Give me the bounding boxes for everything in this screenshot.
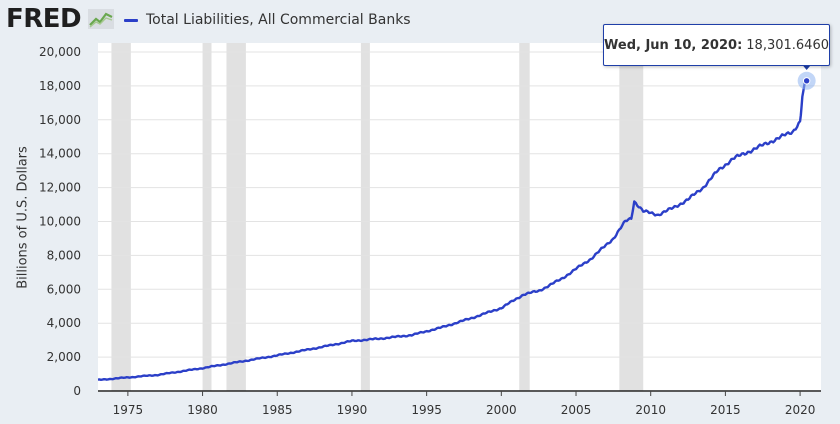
y-tick-label: 12,000: [39, 181, 81, 195]
x-tick-label: 1985: [262, 403, 293, 417]
x-tick-label: 2015: [710, 403, 741, 417]
y-tick-label: 16,000: [39, 113, 81, 127]
recession-band: [360, 43, 370, 391]
tooltip-date: Wed, Jun 10, 2020:: [604, 37, 743, 53]
recession-band: [519, 43, 530, 391]
x-tick-label: 2000: [486, 403, 517, 417]
legend-series-label: Total Liabilities, All Commercial Banks: [146, 12, 411, 28]
tooltip-value: 18,301.6460: [746, 37, 829, 53]
y-tick-label: 0: [73, 384, 81, 398]
grid-lines: [98, 51, 821, 358]
y-tick-label: 2,000: [47, 350, 81, 364]
x-tick-label: 1975: [113, 403, 144, 417]
data-tooltip: Wed, Jun 10, 2020: 18,301.6460: [603, 24, 830, 66]
y-tick-label: 14,000: [39, 147, 81, 161]
legend-swatch: [124, 18, 138, 22]
x-tick-label: 2020: [785, 403, 816, 417]
y-tick-label: 4,000: [47, 316, 81, 330]
plot-area[interactable]: [98, 43, 821, 392]
axes: 0 2,000 4,000 6,000 8,000 10,000 12,000 14,000 1…: [39, 45, 821, 417]
x-tick-label: 1995: [411, 403, 442, 417]
y-axis-label: Billions of U.S. Dollars: [15, 146, 31, 289]
fred-logo[interactable]: FRED: [6, 4, 82, 34]
recession-band: [111, 43, 131, 391]
y-tick-label: 20,000: [39, 45, 81, 59]
chart-legend[interactable]: Total Liabilities, All Commercial Banks: [124, 10, 411, 30]
x-tick-label: 2010: [635, 403, 666, 417]
recession-bands: [111, 43, 644, 391]
x-tick-label: 2005: [561, 403, 592, 417]
y-tick-label: 6,000: [47, 282, 81, 296]
chart-header: FRED Total Liabilities, All Commercial B…: [0, 0, 840, 38]
recession-band: [202, 43, 212, 391]
x-tick-label: 1980: [187, 403, 218, 417]
highlight-point[interactable]: [802, 77, 811, 85]
highlight-layer: [797, 64, 816, 90]
y-tick-label: 8,000: [47, 248, 81, 262]
y-tick-label: 18,000: [39, 79, 81, 93]
fred-chart-logo-icon: [88, 9, 114, 29]
recession-band: [226, 43, 246, 391]
series-line[interactable]: [97, 80, 808, 381]
x-tick-label: 1990: [337, 403, 368, 417]
y-tick-label: 10,000: [39, 215, 81, 229]
series-layer: [97, 80, 808, 381]
